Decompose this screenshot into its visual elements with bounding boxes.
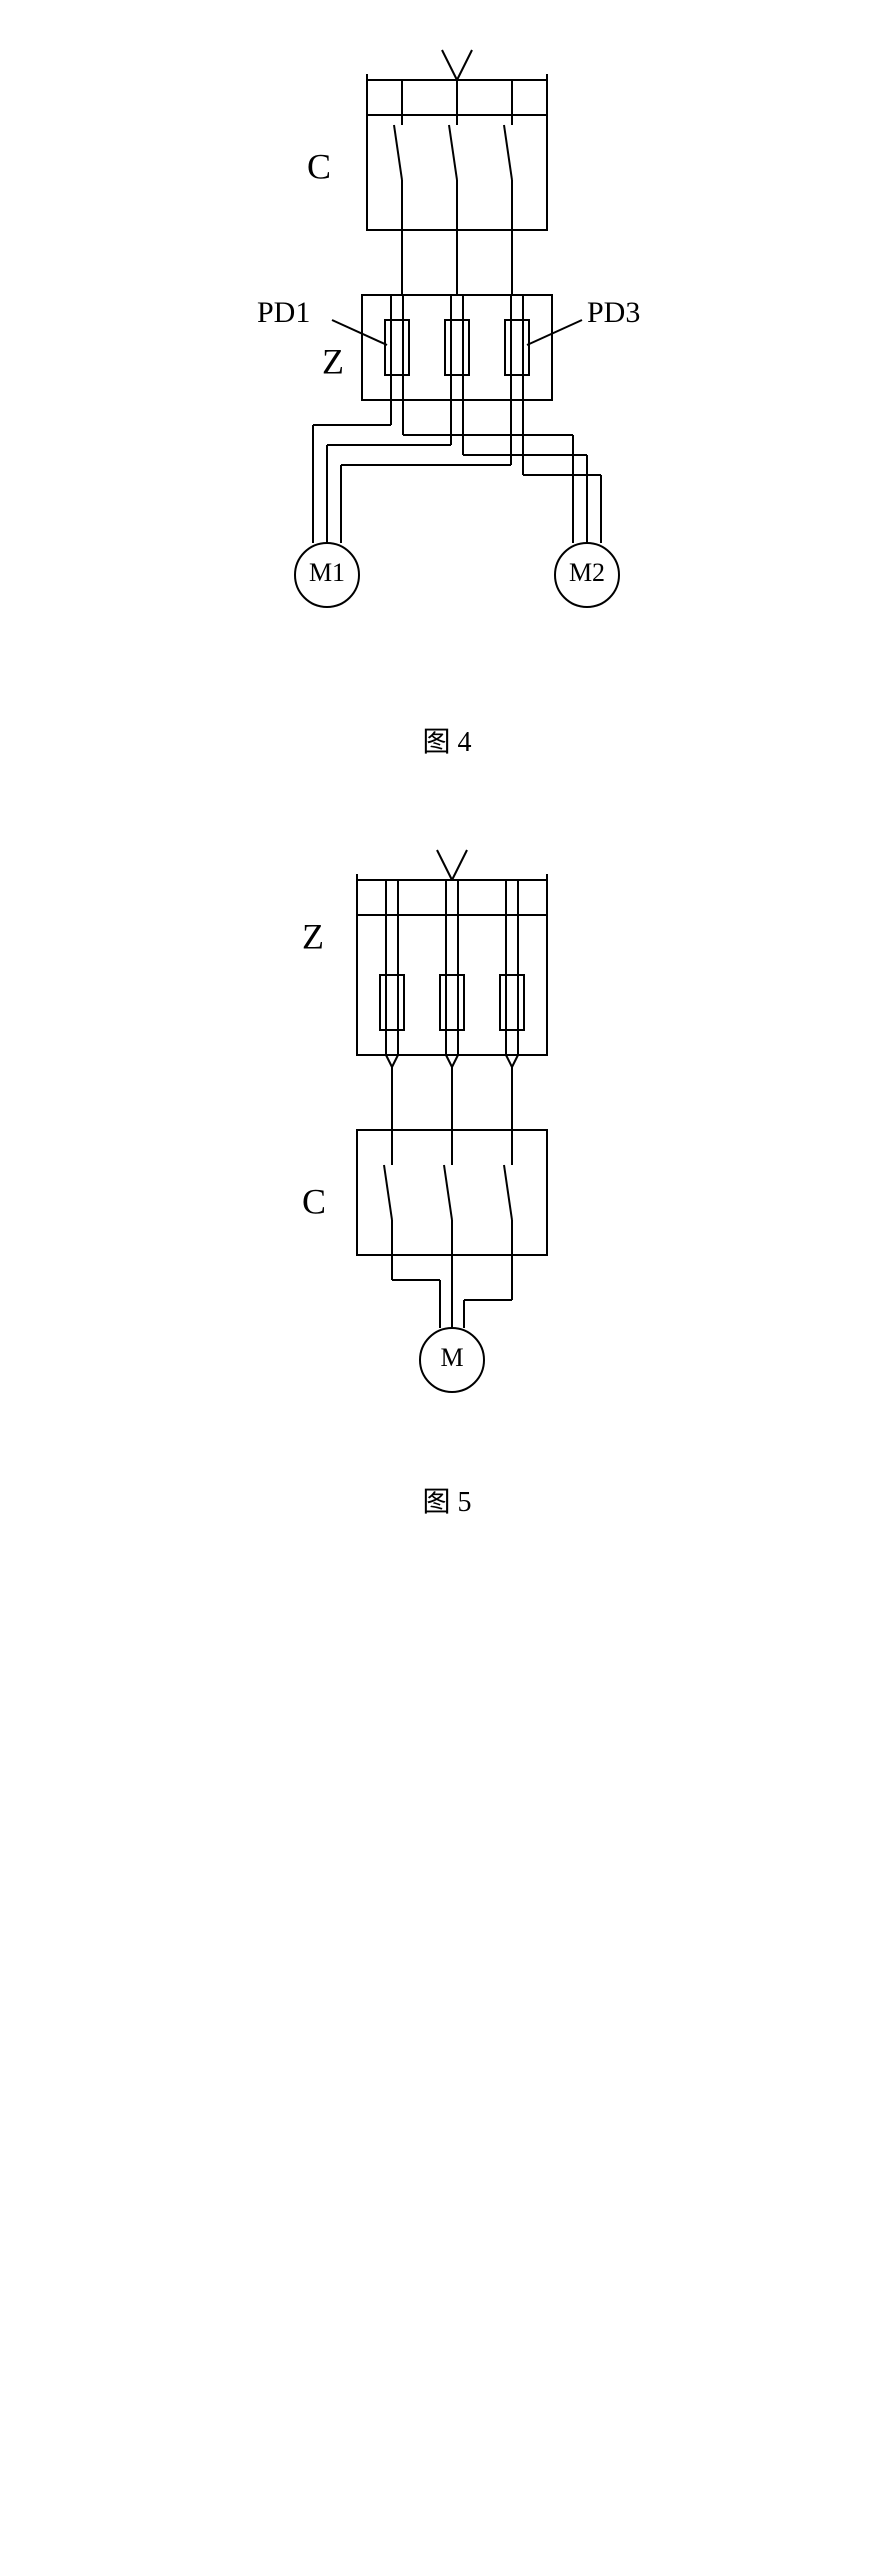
svg-text:C: C [302, 1181, 326, 1221]
figure-4-diagram: M1 M2 C Z PD1 PD3 [187, 20, 707, 700]
svg-text:M1: M1 [309, 558, 345, 587]
svg-text:PD3: PD3 [587, 296, 640, 329]
svg-text:M2: M2 [569, 558, 605, 587]
figure-5-diagram: M Z C [237, 820, 657, 1460]
svg-text:M: M [440, 1343, 463, 1372]
figure-4-caption: 图 4 [422, 720, 471, 760]
figure-4: M1 M2 C Z PD1 PD3 图 4 [20, 20, 874, 760]
figure-5-caption: 图 5 [422, 1480, 471, 1520]
svg-text:PD1: PD1 [257, 296, 310, 329]
svg-text:Z: Z [322, 341, 344, 381]
svg-text:Z: Z [302, 916, 324, 956]
figure-5: M Z C 图 5 [20, 820, 874, 1520]
svg-text:C: C [307, 146, 331, 186]
